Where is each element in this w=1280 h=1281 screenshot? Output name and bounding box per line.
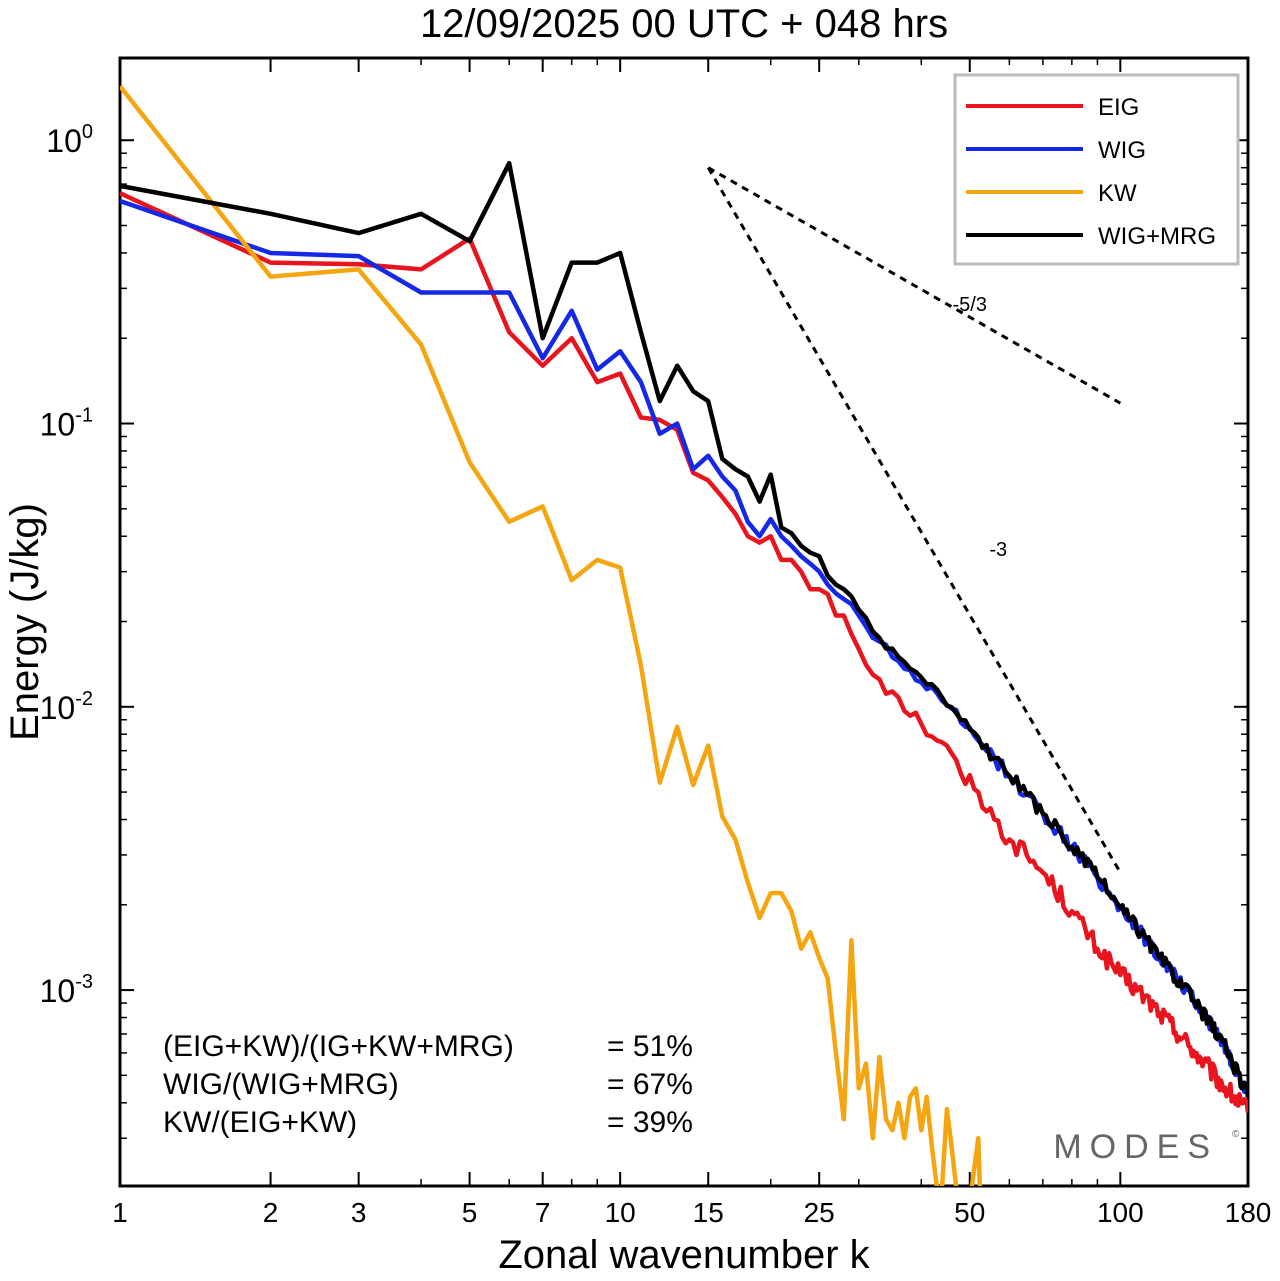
x-tick-label: 15 [693, 1197, 724, 1228]
reference-slope-label: -3 [989, 539, 1007, 561]
legend-label: WIG [1098, 137, 1146, 164]
series-line-kw [120, 84, 983, 1186]
chart-title: 12/09/2025 00 UTC + 048 hrs [420, 2, 948, 46]
series-line-wig-mrg [120, 160, 1248, 1098]
x-tick-label: 7 [535, 1197, 551, 1228]
reference-slope-line [707, 166, 1122, 405]
x-tick-label: 1 [112, 1197, 128, 1228]
reference-slope-line [706, 166, 1122, 874]
annotation-label: (EIG+KW)/(IG+KW+MRG) [163, 1030, 514, 1063]
legend: EIG WIG KW WIG+MRG [953, 73, 1240, 266]
y-tick-label: 10-3 [40, 971, 93, 1009]
y-axis-label: Energy (J/kg) [3, 503, 47, 741]
reference-slope-label: -5/3 [953, 294, 987, 316]
modes-watermark: MODES [1053, 1128, 1218, 1166]
x-tick-label: 180 [1225, 1197, 1272, 1228]
x-tick-label: 5 [462, 1197, 478, 1228]
annotation-label: KW/(EIG+KW) [163, 1106, 357, 1139]
x-tick-label: 3 [351, 1197, 367, 1228]
legend-label: KW [1098, 180, 1137, 207]
series-layer [120, 84, 1248, 1186]
x-tick-label: 50 [954, 1197, 985, 1228]
x-tick-label: 10 [605, 1197, 636, 1228]
annotation-value: = 51% [607, 1030, 693, 1063]
legend-label: EIG [1098, 94, 1139, 121]
axis-ticks: 1 2 3 5 7 10 15 25 50 100 180 100 10-1 10-2 10-3 [40, 58, 1272, 1228]
y-tick-label: 10-2 [40, 688, 93, 726]
annotation-value: = 67% [607, 1068, 693, 1101]
series-line-eig [120, 191, 1248, 1113]
y-tick-label: 100 [46, 121, 93, 159]
ratio-annotations: (EIG+KW)/(IG+KW+MRG) = 51% WIG/(WIG+MRG) = … [163, 1030, 693, 1139]
x-axis-label: Zonal wavenumber k [498, 1233, 870, 1277]
x-tick-label: 100 [1097, 1197, 1144, 1228]
annotation-label: WIG/(WIG+MRG) [163, 1068, 399, 1101]
x-tick-label: 2 [263, 1197, 279, 1228]
reference-slopes: -5/3 -3 [706, 166, 1122, 874]
copyright-icon: © [1232, 1129, 1240, 1140]
legend-label: WIG+MRG [1098, 223, 1216, 250]
x-tick-label: 25 [804, 1197, 835, 1228]
annotation-value: = 39% [607, 1106, 693, 1139]
y-tick-label: 10-1 [40, 405, 93, 443]
